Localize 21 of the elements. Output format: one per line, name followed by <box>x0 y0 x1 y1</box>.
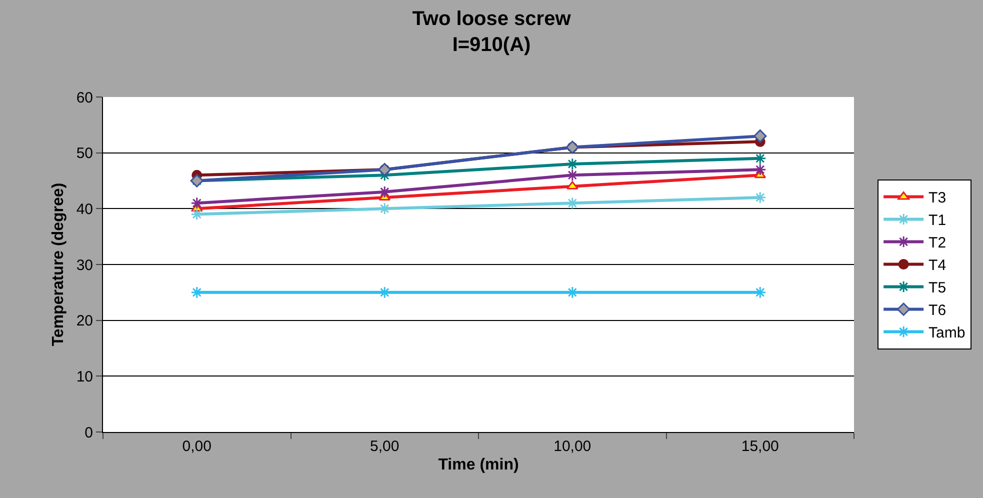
y-tick-label: 0 <box>84 424 93 442</box>
y-tick-label: 50 <box>76 145 93 162</box>
y-tick-label: 40 <box>76 200 93 218</box>
x-tick-label: 5,00 <box>370 438 400 455</box>
y-axis-title: Temperature (degree) <box>50 182 68 346</box>
legend-label: T1 <box>928 212 946 230</box>
y-tick-label: 30 <box>76 256 93 274</box>
chart-title: Two loose screw I=910(A) <box>412 8 572 56</box>
legend-label: T2 <box>928 234 946 252</box>
legend-label: Tamb <box>928 324 966 342</box>
x-axis-title: Time (min) <box>438 456 519 474</box>
x-tick-label: 0,00 <box>182 438 212 455</box>
y-tick-label: 20 <box>76 312 93 330</box>
legend-label: T6 <box>928 302 946 320</box>
legend-label: T3 <box>928 190 946 207</box>
y-tick-label: 10 <box>76 368 93 386</box>
x-tick-label: 10,00 <box>554 438 592 455</box>
legend-label: T4 <box>928 257 946 274</box>
y-tick-label: 60 <box>76 89 93 106</box>
x-tick-label: 15,00 <box>741 438 779 455</box>
legend-label: T5 <box>928 280 946 297</box>
